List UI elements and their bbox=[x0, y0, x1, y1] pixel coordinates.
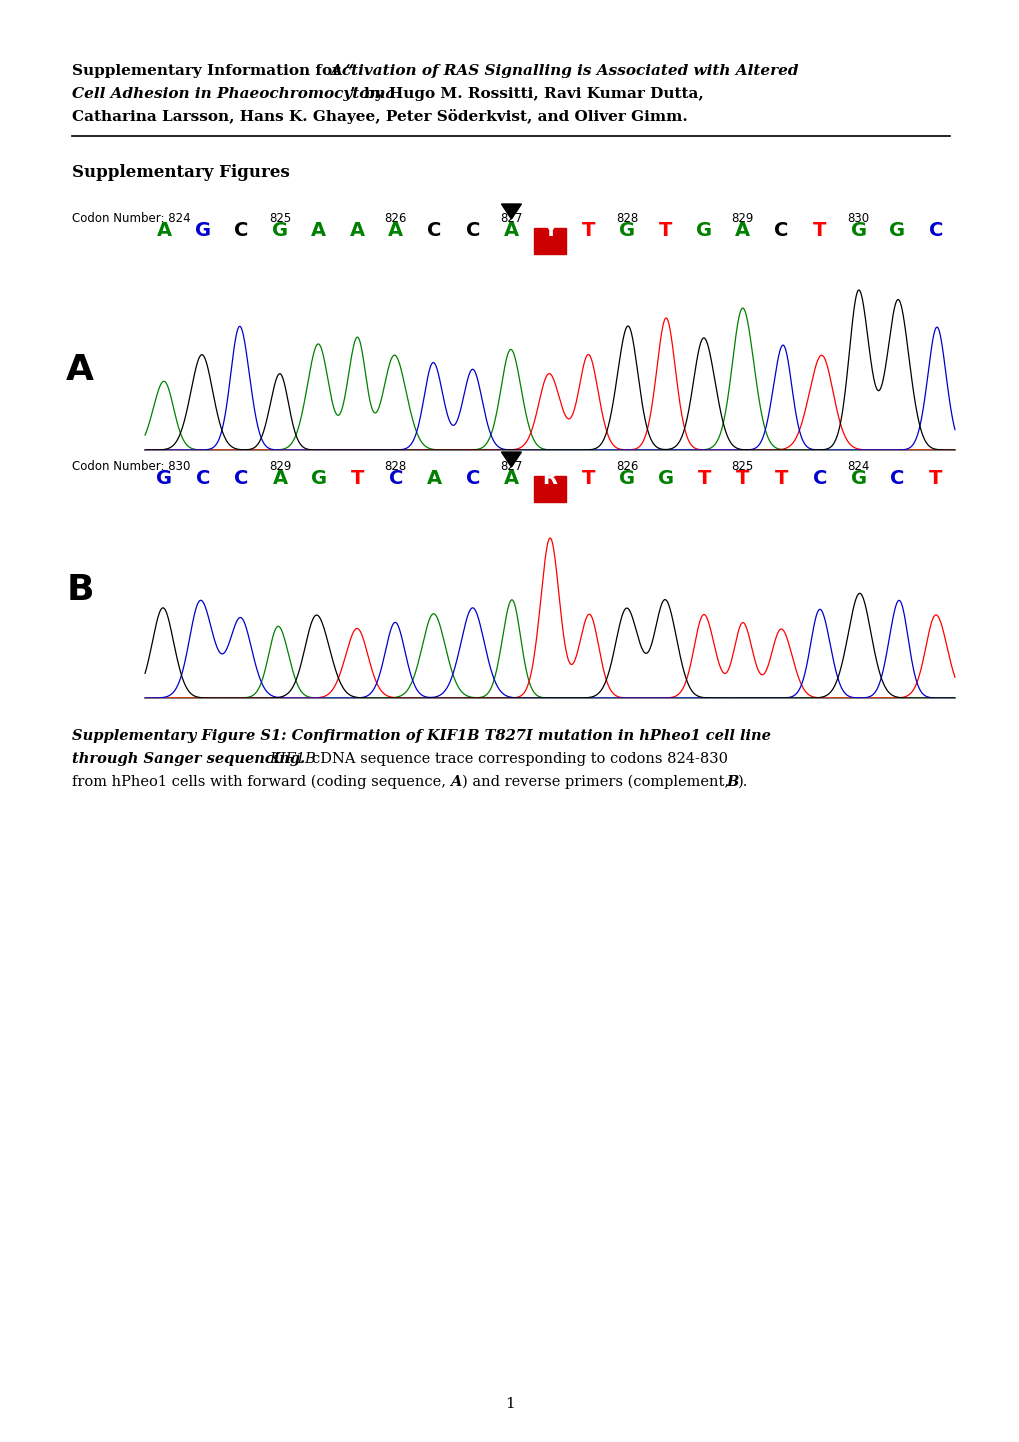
Text: T: T bbox=[581, 221, 595, 239]
Text: C: C bbox=[466, 221, 480, 239]
Text: A: A bbox=[503, 221, 519, 239]
Text: A: A bbox=[388, 221, 403, 239]
Polygon shape bbox=[501, 451, 521, 467]
Text: 829: 829 bbox=[269, 460, 290, 473]
Text: 827: 827 bbox=[499, 460, 522, 473]
Text: G: G bbox=[889, 221, 904, 239]
Text: G: G bbox=[657, 469, 674, 487]
Text: 826: 826 bbox=[384, 212, 407, 225]
Text: B: B bbox=[726, 774, 738, 789]
Text: C: C bbox=[234, 469, 249, 487]
Text: 828: 828 bbox=[384, 460, 407, 473]
Text: G: G bbox=[156, 469, 172, 487]
Text: A: A bbox=[66, 353, 94, 386]
Text: T: T bbox=[736, 469, 749, 487]
Text: from hPheo1 cells with forward (coding sequence,: from hPheo1 cells with forward (coding s… bbox=[72, 774, 450, 789]
Text: T: T bbox=[697, 469, 710, 487]
Text: G: G bbox=[850, 221, 866, 239]
Text: C: C bbox=[196, 469, 210, 487]
Text: cDNA sequence trace corresponding to codons 824-830: cDNA sequence trace corresponding to cod… bbox=[312, 751, 728, 766]
Text: G: G bbox=[272, 221, 287, 239]
Text: 829: 829 bbox=[731, 212, 753, 225]
Text: G: G bbox=[195, 221, 211, 239]
Text: G: G bbox=[310, 469, 326, 487]
Text: KIF1B: KIF1B bbox=[269, 751, 316, 766]
Text: Cell Adhesion in Phaeochromocytoma: Cell Adhesion in Phaeochromocytoma bbox=[72, 87, 395, 101]
Text: 825: 825 bbox=[731, 460, 753, 473]
Text: G: G bbox=[696, 221, 711, 239]
Text: T: T bbox=[774, 469, 788, 487]
Text: 1: 1 bbox=[504, 1397, 515, 1412]
Text: T: T bbox=[351, 469, 364, 487]
Text: ) and reverse primers (complement,: ) and reverse primers (complement, bbox=[462, 774, 733, 789]
Text: Supplementary Figure S1: Confirmation of KIF1B T827I mutation in hPheo1 cell lin: Supplementary Figure S1: Confirmation of… bbox=[72, 730, 770, 743]
Text: G: G bbox=[850, 469, 866, 487]
Text: A: A bbox=[350, 221, 365, 239]
Text: 830: 830 bbox=[847, 212, 869, 225]
Text: Supplementary Figures: Supplementary Figures bbox=[72, 164, 289, 182]
Text: A: A bbox=[735, 221, 750, 239]
Text: C: C bbox=[234, 221, 249, 239]
Text: C: C bbox=[890, 469, 904, 487]
Text: 826: 826 bbox=[615, 460, 638, 473]
Polygon shape bbox=[501, 203, 521, 219]
Text: Codon Number: 830: Codon Number: 830 bbox=[72, 460, 191, 473]
Text: B: B bbox=[66, 572, 94, 607]
Text: 828: 828 bbox=[615, 212, 638, 225]
Text: through Sanger sequencing.: through Sanger sequencing. bbox=[72, 751, 305, 766]
Text: Activation of RAS Signalling is Associated with Altered: Activation of RAS Signalling is Associat… bbox=[330, 63, 798, 78]
Bar bbox=[533, 476, 566, 502]
Text: ).: ). bbox=[738, 774, 748, 789]
Text: T: T bbox=[812, 221, 825, 239]
Text: A: A bbox=[503, 469, 519, 487]
Text: A: A bbox=[449, 774, 461, 789]
Text: Y: Y bbox=[542, 221, 556, 239]
Text: 824: 824 bbox=[847, 460, 869, 473]
Text: Codon Number: 824: Codon Number: 824 bbox=[72, 212, 191, 225]
Text: A: A bbox=[272, 469, 287, 487]
Text: G: G bbox=[619, 221, 635, 239]
Text: C: C bbox=[427, 221, 441, 239]
Bar bbox=[533, 228, 566, 254]
Text: ” by Hugo M. Rossitti, Ravi Kumar Dutta,: ” by Hugo M. Rossitti, Ravi Kumar Dutta, bbox=[350, 87, 703, 101]
Text: 825: 825 bbox=[269, 212, 290, 225]
Text: C: C bbox=[773, 221, 788, 239]
Text: T: T bbox=[581, 469, 595, 487]
Text: C: C bbox=[466, 469, 480, 487]
Text: Supplementary Information for “: Supplementary Information for “ bbox=[72, 63, 354, 78]
Text: A: A bbox=[426, 469, 441, 487]
Text: R: R bbox=[542, 469, 557, 487]
Text: G: G bbox=[619, 469, 635, 487]
Text: A: A bbox=[157, 221, 171, 239]
Text: 827: 827 bbox=[499, 212, 522, 225]
Text: C: C bbox=[388, 469, 403, 487]
Text: T: T bbox=[658, 221, 672, 239]
Text: A: A bbox=[311, 221, 326, 239]
Text: C: C bbox=[927, 221, 942, 239]
Text: Catharina Larsson, Hans K. Ghayee, Peter Söderkvist, and Oliver Gimm.: Catharina Larsson, Hans K. Ghayee, Peter… bbox=[72, 110, 687, 124]
Text: C: C bbox=[812, 469, 826, 487]
Text: T: T bbox=[928, 469, 942, 487]
